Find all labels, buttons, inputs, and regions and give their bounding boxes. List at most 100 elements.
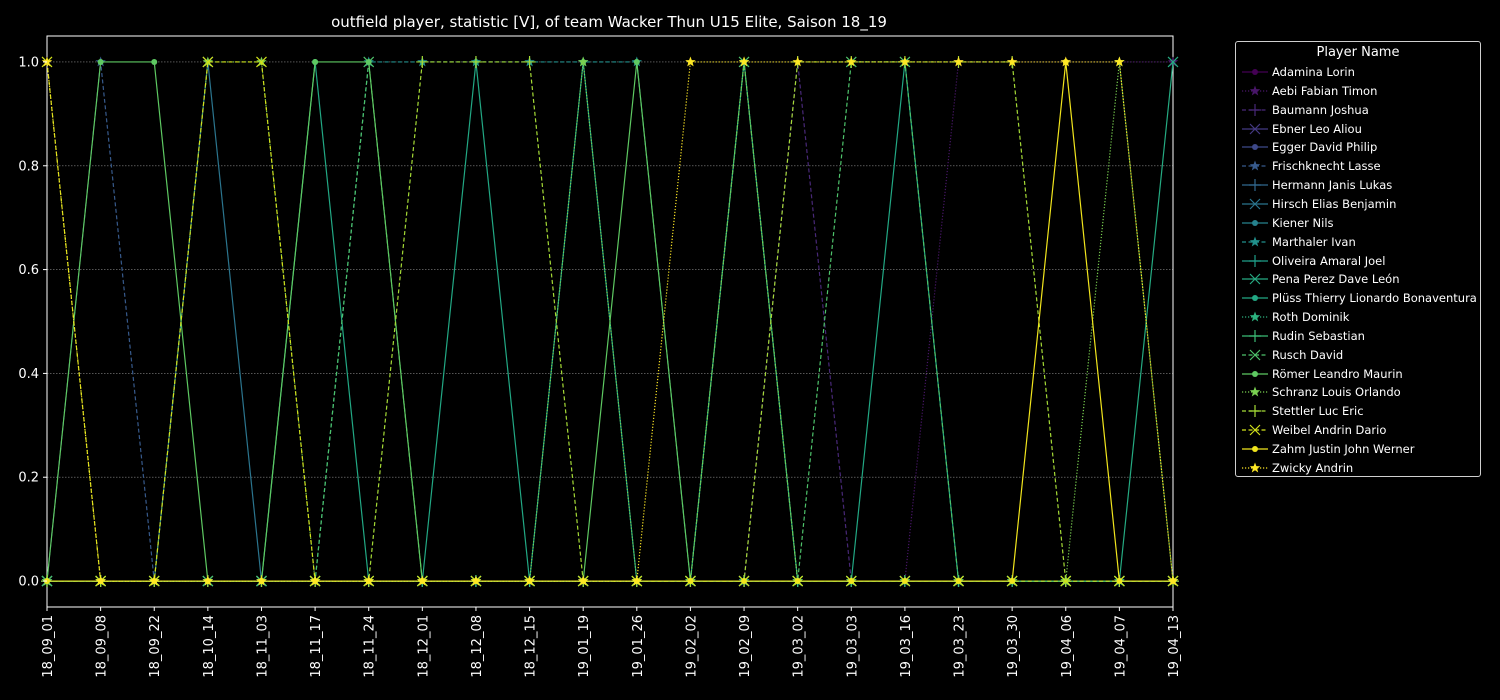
data-point bbox=[1252, 295, 1258, 302]
legend-swatch bbox=[1242, 446, 1268, 452]
data-point bbox=[953, 56, 964, 67]
data-point bbox=[41, 56, 53, 67]
data-point bbox=[95, 575, 106, 586]
data-point bbox=[363, 575, 374, 586]
x-tick-label: 18_12_15 bbox=[524, 615, 539, 678]
legend-swatch bbox=[1242, 236, 1268, 247]
y-tick-label: 0.2 bbox=[18, 471, 39, 486]
y-tick-label: 0.0 bbox=[18, 575, 39, 590]
x-tick-label: 18_09_01 bbox=[41, 615, 56, 678]
legend-label: Schranz Louis Orlando bbox=[1272, 385, 1401, 400]
legend-item: Egger David Philip bbox=[1236, 138, 1480, 156]
legend-label: Baumann Joshua bbox=[1272, 102, 1369, 117]
legend-swatch bbox=[1242, 273, 1268, 285]
y-tick-label: 0.4 bbox=[18, 367, 39, 382]
data-point bbox=[1249, 254, 1261, 267]
tick-layer: 0.0 0.2 0.4 0.6 0.8 1.0 18_09_01 18_09_08 18_09_… bbox=[18, 55, 1182, 677]
legend-label: Ebner Leo Aliou bbox=[1272, 121, 1362, 136]
legend-swatch bbox=[1242, 405, 1268, 418]
legend-item: Pena Perez Dave León bbox=[1236, 270, 1480, 288]
x-tick-label: 18_12_08 bbox=[470, 615, 485, 678]
series-group bbox=[44, 58, 1176, 585]
y-tick-label: 0.6 bbox=[18, 263, 39, 278]
data-point bbox=[633, 58, 640, 65]
x-tick-label: 19_02_02 bbox=[684, 615, 699, 678]
legend-item: Roth Dominik bbox=[1236, 308, 1480, 326]
x-tick-label: 19_03_16 bbox=[899, 615, 914, 678]
x-tick-label: 18_11_03 bbox=[255, 615, 270, 678]
legend-item: Rusch David bbox=[1236, 346, 1480, 364]
legend-label: Zahm Justin John Werner bbox=[1272, 442, 1415, 456]
legend-swatch bbox=[1242, 424, 1268, 436]
x-tick-label: 19_04_13 bbox=[1167, 615, 1182, 678]
data-point bbox=[309, 575, 321, 586]
data-point bbox=[1060, 56, 1071, 67]
legend-item: Zahm Justin John Werner bbox=[1236, 440, 1480, 458]
data-point bbox=[687, 578, 694, 585]
data-point bbox=[312, 58, 319, 65]
data-point bbox=[1249, 462, 1261, 473]
legend-label: Aebi Fabian Timon bbox=[1272, 83, 1378, 98]
x-tick-label: 19_03_02 bbox=[792, 615, 807, 678]
data-point bbox=[523, 55, 536, 68]
x-tick-label: 19_03_03 bbox=[845, 615, 860, 678]
data-point bbox=[1006, 56, 1018, 67]
legend-label: Kiener Nils bbox=[1272, 215, 1334, 230]
data-point bbox=[365, 58, 372, 65]
legend-item: Adamina Lorin bbox=[1236, 63, 1480, 81]
data-point bbox=[1249, 329, 1261, 342]
data-point bbox=[202, 56, 214, 68]
legend-swatch bbox=[1242, 370, 1268, 377]
legend-item: Frischknecht Lasse bbox=[1236, 157, 1480, 175]
x-tick-label: 18_09_08 bbox=[95, 615, 110, 678]
legend-swatch bbox=[1242, 311, 1268, 322]
legend-title: Player Name bbox=[1316, 45, 1400, 60]
data-point bbox=[1249, 386, 1261, 397]
legend-swatch bbox=[1242, 85, 1268, 96]
data-point bbox=[631, 575, 643, 586]
data-point bbox=[256, 575, 267, 586]
legend-label: Plüss Thierry Lionardo Bonaventura bbox=[1272, 291, 1477, 306]
data-point bbox=[97, 58, 104, 65]
legend-swatch bbox=[1242, 462, 1268, 473]
data-point bbox=[738, 56, 750, 67]
data-point bbox=[1167, 575, 1179, 586]
legend-label: Egger David Philip bbox=[1272, 140, 1378, 155]
x-tick-label: 19_01_19 bbox=[577, 615, 592, 678]
legend-swatch bbox=[1242, 219, 1268, 226]
legend-item: Aebi Fabian Timon bbox=[1236, 82, 1480, 100]
x-tick-label: 18_10_14 bbox=[202, 615, 217, 678]
data-point bbox=[1249, 179, 1261, 192]
data-point bbox=[1249, 273, 1261, 285]
data-point bbox=[792, 56, 803, 67]
data-point bbox=[577, 56, 589, 67]
x-tick-label: 18_11_17 bbox=[309, 615, 324, 678]
data-point bbox=[151, 58, 158, 65]
data-point bbox=[1114, 56, 1125, 67]
data-point bbox=[1249, 103, 1261, 116]
legend-swatch bbox=[1242, 160, 1268, 171]
legend-swatch bbox=[1242, 179, 1268, 192]
legend-item: Weibel Andrin Dario bbox=[1236, 421, 1480, 439]
legend-item: Rudin Sebastian bbox=[1236, 327, 1480, 345]
data-point bbox=[848, 578, 855, 585]
data-point bbox=[1252, 446, 1258, 452]
x-tick-label: 19_04_07 bbox=[1113, 615, 1128, 678]
legend-swatch bbox=[1242, 295, 1268, 302]
legend-swatch bbox=[1242, 329, 1268, 342]
legend-label: Stettler Luc Eric bbox=[1272, 404, 1364, 419]
data-point bbox=[794, 578, 801, 585]
series-line bbox=[47, 61, 1173, 582]
data-point bbox=[1249, 85, 1261, 96]
x-tick-label: 18_11_24 bbox=[363, 615, 378, 678]
data-point bbox=[469, 55, 482, 68]
legend-swatch bbox=[1242, 69, 1268, 75]
legend-item: Marthaler Ivan bbox=[1236, 233, 1480, 251]
data-point bbox=[202, 575, 214, 586]
data-point bbox=[901, 578, 908, 585]
legend-label: Hermann Janis Lukas bbox=[1272, 178, 1393, 193]
legend-item: Schranz Louis Orlando bbox=[1236, 383, 1480, 401]
legend-item: Baumann Joshua bbox=[1236, 101, 1480, 119]
legend-swatch bbox=[1242, 144, 1268, 151]
